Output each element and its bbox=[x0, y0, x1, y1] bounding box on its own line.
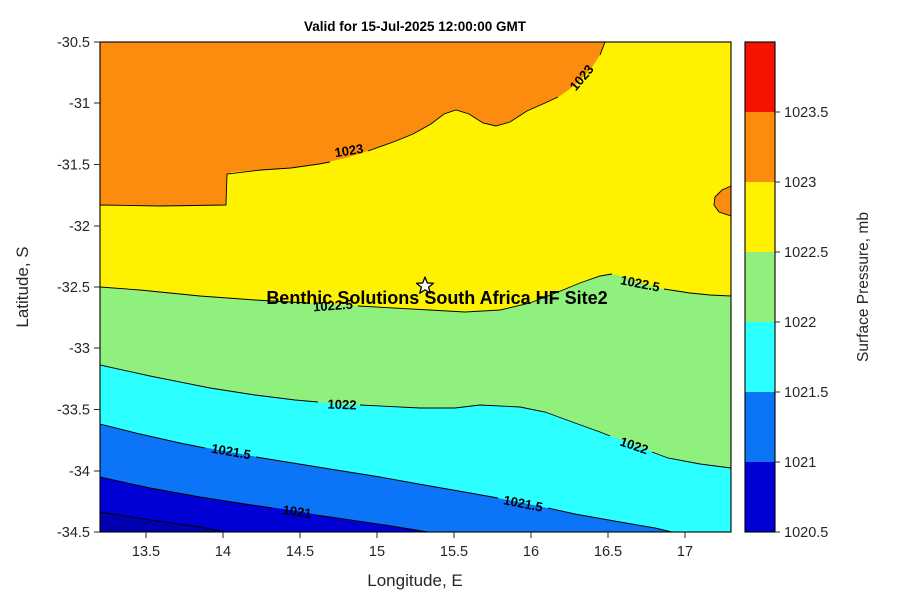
y-tick-m32: -32 bbox=[69, 219, 90, 235]
station-star-icon bbox=[415, 276, 435, 294]
contour-line-1020p5 bbox=[100, 511, 226, 532]
colorbar-tick-marks bbox=[775, 111, 780, 533]
colorbar-band-blue bbox=[745, 392, 775, 462]
colorbar-tick-labels: 1023.5 1023 1022.5 1022 1021.5 1021 1020… bbox=[784, 105, 828, 541]
contour-line-1023 bbox=[100, 42, 606, 207]
contour-line-1022 bbox=[100, 364, 731, 469]
station-name: Benthic Solutions South Africa HF Site2 bbox=[266, 288, 607, 308]
colorbar-band-orange bbox=[745, 112, 775, 182]
x-tick-17: 17 bbox=[677, 544, 693, 560]
y-tick-m31p5: -31.5 bbox=[57, 158, 90, 174]
x-tick-13p5: 13.5 bbox=[132, 544, 160, 560]
colorbar-band-darkblue bbox=[745, 462, 775, 532]
contour-fills bbox=[100, 42, 731, 532]
contour-label-1021p5-b: 1021.5 bbox=[502, 492, 544, 514]
band-above-1023-east-patch bbox=[714, 186, 731, 216]
x-tick-marks bbox=[145, 532, 686, 538]
colorbar: 1023.5 1023 1022.5 1022 1021.5 1021 1020… bbox=[744, 41, 872, 541]
y-tick-marks bbox=[94, 41, 100, 533]
contour-label-1021: 1021 bbox=[282, 502, 313, 521]
cb-tick-1021: 1021 bbox=[784, 455, 816, 471]
cb-tick-1021p5: 1021.5 bbox=[784, 385, 828, 401]
colorbar-band-green bbox=[745, 252, 775, 322]
contour-line-1023-east-patch bbox=[713, 185, 731, 217]
y-tick-m31: -31 bbox=[69, 96, 90, 112]
y-tick-m34: -34 bbox=[69, 464, 90, 480]
cb-tick-1023p5: 1023.5 bbox=[784, 105, 828, 121]
colorbar-band-cyan bbox=[745, 322, 775, 392]
colorbar-band-red bbox=[745, 42, 775, 112]
contour-label-1022-a: 1022 bbox=[327, 397, 356, 413]
contour-label-1022p5-b: 1022.5 bbox=[619, 272, 661, 294]
contour-label-1022p5-a: 1022.5 bbox=[313, 297, 354, 315]
cb-tick-1022: 1022 bbox=[784, 315, 816, 331]
x-tick-labels: 13.5 14 14.5 15 15.5 16 16.5 17 bbox=[132, 544, 693, 560]
y-axis-label: Latitude, S bbox=[13, 246, 32, 327]
x-tick-14: 14 bbox=[215, 544, 231, 560]
cb-tick-1022p5: 1022.5 bbox=[784, 245, 828, 261]
contour-line-1022p5 bbox=[100, 273, 731, 313]
station-group: Benthic Solutions South Africa HF Site2 bbox=[266, 276, 608, 308]
x-tick-15p5: 15.5 bbox=[440, 544, 468, 560]
contour-line-1021p5 bbox=[100, 423, 673, 532]
band-above-1023-northwest bbox=[100, 42, 605, 206]
contour-line-1021 bbox=[100, 476, 429, 532]
plot-title: Valid for 15-Jul-2025 12:00:00 GMT bbox=[304, 19, 527, 34]
y-tick-labels: -30.5 -31 -31.5 -32 -32.5 -33 -33.5 -34 … bbox=[57, 35, 90, 541]
y-tick-m34p5: -34.5 bbox=[57, 525, 90, 541]
colorbar-band-yellow bbox=[745, 182, 775, 252]
colorbar-axis-label: Surface Pressure, mb bbox=[855, 212, 872, 362]
y-tick-m32p5: -32.5 bbox=[57, 280, 90, 296]
contour-label-1021p5-a: 1021.5 bbox=[210, 441, 252, 463]
cb-tick-1023: 1023 bbox=[784, 175, 816, 191]
x-tick-16: 16 bbox=[523, 544, 539, 560]
x-tick-16p5: 16.5 bbox=[594, 544, 622, 560]
x-tick-15: 15 bbox=[369, 544, 385, 560]
cb-tick-1020p5: 1020.5 bbox=[784, 525, 828, 541]
contour-label-1023-a: 1023 bbox=[333, 141, 364, 160]
y-tick-m33: -33 bbox=[69, 341, 90, 357]
x-tick-14p5: 14.5 bbox=[286, 544, 314, 560]
colorbar-frame bbox=[744, 41, 776, 533]
y-tick-m30p5: -30.5 bbox=[57, 35, 90, 51]
x-axis-label: Longitude, E bbox=[367, 571, 462, 590]
band-1020p5-1021 bbox=[100, 477, 428, 532]
y-tick-m33p5: -33.5 bbox=[57, 403, 90, 419]
contour-lines bbox=[100, 42, 731, 532]
